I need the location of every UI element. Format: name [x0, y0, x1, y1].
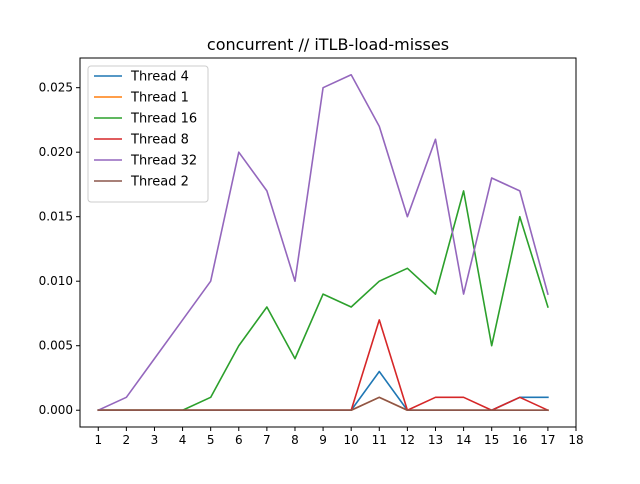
x-tick-label: 14	[456, 433, 471, 447]
x-tick-label: 11	[372, 433, 387, 447]
series-line-5	[97, 73, 549, 412]
x-tick-label: 9	[319, 433, 327, 447]
series-layer	[97, 73, 549, 412]
series-line-6	[97, 396, 549, 412]
x-tick-label: 15	[484, 433, 499, 447]
y-tick-label: 0.010	[39, 274, 73, 288]
plot-frame	[79, 57, 577, 428]
x-tick-label: 13	[428, 433, 443, 447]
legend-label: Thread 1	[130, 91, 189, 106]
y-tick-label: 0.000	[39, 403, 73, 417]
legend-label: Thread 4	[130, 70, 189, 85]
x-tick-label: 1	[94, 433, 102, 447]
x-tick-label: 18	[568, 433, 583, 447]
x-tick-label: 6	[235, 433, 243, 447]
y-axis: 0.000 0.005 0.010 0.015 0.020 0.025	[39, 81, 80, 417]
x-tick-label: 17	[540, 433, 555, 447]
x-tick-label: 12	[400, 433, 415, 447]
y-tick-label: 0.005	[39, 339, 73, 353]
x-tick-label: 8	[291, 433, 299, 447]
x-tick-label: 3	[151, 433, 159, 447]
x-tick-label: 2	[123, 433, 131, 447]
legend-label: Thread 32	[130, 154, 197, 169]
legend-box	[87, 65, 209, 203]
x-tick-label: 10	[344, 433, 359, 447]
y-tick-label: 0.025	[39, 81, 73, 95]
x-tick-label: 4	[179, 433, 187, 447]
legend-label: Thread 2	[130, 175, 189, 190]
chart-title: concurrent // iTLB-load-misses	[207, 35, 449, 54]
y-tick-label: 0.015	[39, 210, 73, 224]
y-tick-label: 0.020	[39, 145, 73, 159]
x-tick-label: 5	[207, 433, 215, 447]
x-tick-label: 16	[512, 433, 527, 447]
legend: Thread 4 Thread 1 Thread 16 Thread 8 Thread …	[87, 65, 209, 203]
x-axis: 1 2 3 4 5 6 7 8 9 10 11 12 13 14 15 16 17 18	[94, 427, 584, 447]
legend-label: Thread 16	[130, 112, 197, 127]
legend-label: Thread 8	[130, 133, 189, 148]
x-tick-label: 7	[263, 433, 271, 447]
